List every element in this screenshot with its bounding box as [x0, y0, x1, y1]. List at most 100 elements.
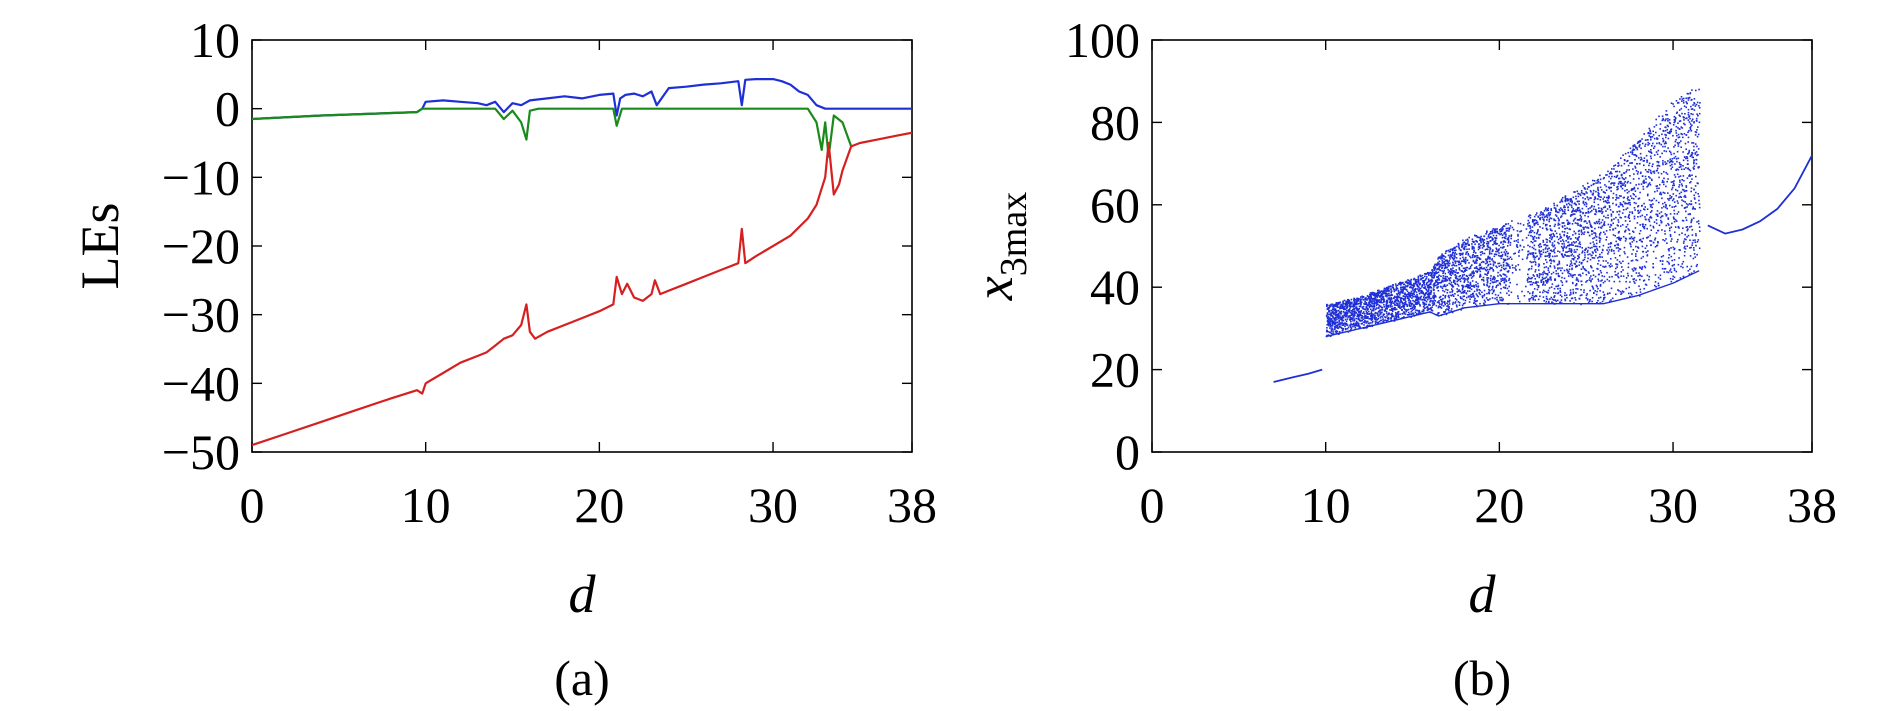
- panel-b-point: [1448, 260, 1450, 262]
- panel-b-point: [1364, 321, 1366, 324]
- panel-b-point: [1557, 285, 1559, 288]
- panel-b-point: [1685, 157, 1687, 160]
- panel-b-point: [1530, 253, 1532, 255]
- panel-b-point: [1598, 210, 1600, 212]
- panel-b-point: [1665, 224, 1668, 227]
- panel-b-point: [1670, 247, 1672, 249]
- panel-b-point: [1644, 216, 1646, 218]
- panel-b-point: [1396, 294, 1399, 296]
- panel-b-point: [1667, 125, 1669, 128]
- panel-b-point: [1583, 193, 1586, 195]
- panel-b-point: [1655, 131, 1657, 134]
- panel-b-point: [1693, 165, 1696, 167]
- panel-b-point: [1380, 311, 1383, 314]
- panel-b-point: [1575, 291, 1577, 294]
- panel-b-point: [1561, 267, 1563, 269]
- panel-b-point: [1542, 291, 1544, 294]
- panel-b-point: [1544, 248, 1547, 250]
- panel-b-point: [1658, 176, 1660, 179]
- panel-b-point: [1577, 192, 1580, 195]
- panel-b-point: [1465, 239, 1467, 241]
- panel-b-point: [1474, 235, 1477, 237]
- panel-b-point: [1561, 209, 1564, 211]
- panel-b-point: [1660, 193, 1662, 195]
- panel-b-point: [1376, 293, 1379, 295]
- panel-b-point: [1443, 258, 1445, 260]
- panel-b-point: [1385, 294, 1387, 296]
- panel-b-point: [1500, 275, 1502, 277]
- panel-b-point: [1586, 222, 1588, 224]
- panel-b-point: [1587, 231, 1590, 234]
- panel-b-point: [1564, 299, 1567, 302]
- panel-b-point: [1342, 311, 1345, 313]
- panel-b-point: [1635, 184, 1637, 186]
- panel-b-point: [1375, 304, 1378, 307]
- panel-b-point: [1578, 255, 1580, 258]
- panel-b-point: [1678, 227, 1680, 229]
- panel-b-point: [1554, 278, 1557, 280]
- panel-b-point: [1474, 303, 1477, 305]
- panel-b-point: [1643, 287, 1645, 290]
- panel-b-point: [1553, 251, 1556, 254]
- panel-b-point: [1366, 299, 1368, 301]
- panel-b-point: [1374, 312, 1376, 315]
- panel-b-point: [1578, 229, 1581, 232]
- panel-b-point: [1397, 316, 1400, 319]
- panel-b-point: [1427, 298, 1429, 301]
- panel-b-point: [1625, 287, 1628, 290]
- panel-b-point: [1479, 267, 1481, 269]
- panel-b-point: [1548, 300, 1550, 303]
- panel-b-point: [1454, 247, 1456, 249]
- panel-b-point: [1662, 145, 1664, 148]
- panel-b-point: [1550, 209, 1553, 212]
- panel-b-point: [1494, 237, 1497, 239]
- panel-b-point: [1547, 207, 1550, 210]
- panel-b-point: [1598, 193, 1600, 195]
- panel-b-point: [1558, 208, 1561, 211]
- panel-b-point: [1344, 315, 1347, 318]
- panel-b-point: [1564, 292, 1566, 294]
- panel-b-point: [1388, 290, 1391, 292]
- panel-b-point: [1569, 243, 1571, 246]
- panel-b-point: [1662, 119, 1665, 121]
- panel-b-point: [1550, 273, 1553, 275]
- panel-b-point: [1541, 227, 1544, 229]
- panel-b-point: [1437, 306, 1440, 309]
- panel-b-point: [1454, 251, 1456, 254]
- panel-b-point: [1393, 308, 1396, 311]
- panel-b-point: [1669, 233, 1672, 236]
- panel-a-ytick-label: −40: [162, 355, 240, 411]
- panel-b-point: [1660, 143, 1663, 146]
- panel-b-point: [1430, 293, 1432, 295]
- panel-b-point: [1341, 322, 1343, 325]
- panel-b-point: [1424, 275, 1426, 278]
- panel-b-point: [1622, 200, 1625, 203]
- panel-b-point: [1633, 154, 1635, 156]
- panel-b-point: [1477, 256, 1479, 259]
- panel-b-point: [1444, 256, 1447, 258]
- panel-b-point: [1510, 291, 1513, 294]
- panel-b-point: [1664, 163, 1667, 165]
- panel-b-point: [1383, 300, 1385, 303]
- panel-b-point: [1629, 147, 1632, 150]
- panel-b-point: [1677, 136, 1680, 139]
- panel-b-point: [1332, 320, 1335, 323]
- panel-b-point: [1415, 283, 1417, 285]
- panel-b-point: [1489, 282, 1492, 285]
- panel-b-point: [1357, 308, 1360, 310]
- panel-b-point: [1465, 278, 1467, 280]
- panel-b-point: [1671, 259, 1673, 262]
- panel-b-point: [1348, 315, 1351, 318]
- panel-b-point: [1542, 283, 1545, 285]
- panel-b-point: [1497, 262, 1499, 265]
- panel-b-point: [1591, 297, 1594, 299]
- panel-b-point: [1622, 209, 1625, 211]
- panel-b-point: [1455, 253, 1458, 255]
- panel-a-lyapunov-exponents: 100−10−20−30−40−50 0 10 20 30 38 LEs d (a): [70, 12, 937, 706]
- panel-b-point: [1696, 253, 1698, 256]
- panel-b-point: [1607, 217, 1609, 219]
- panel-b-point: [1671, 188, 1673, 191]
- panel-b-ytick-label: 60: [1090, 177, 1140, 233]
- panel-b-point: [1545, 266, 1548, 268]
- panel-b-point: [1421, 284, 1424, 286]
